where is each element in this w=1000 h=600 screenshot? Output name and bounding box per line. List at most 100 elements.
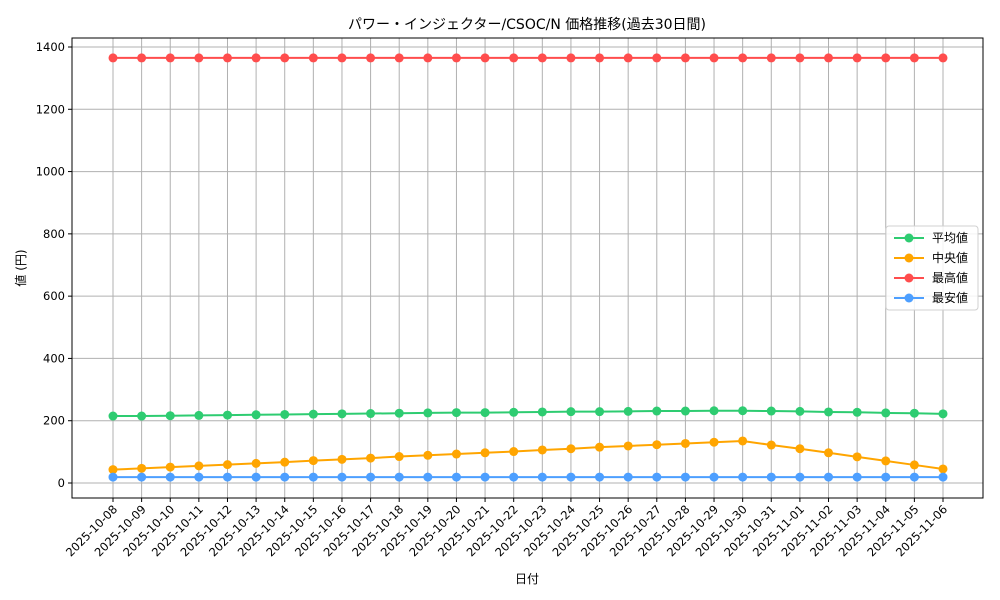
data-point [423,53,433,63]
data-point [337,454,347,464]
data-point [308,53,318,63]
data-point [137,411,147,421]
data-point [451,408,461,418]
data-point [795,472,805,482]
data-point [537,445,547,455]
data-point [652,440,662,450]
data-point [938,53,948,63]
legend-label: 最高値 [932,270,968,285]
data-point [566,444,576,454]
data-point [423,450,433,460]
data-point [738,406,748,416]
data-point [280,53,290,63]
data-point [366,53,376,63]
data-point [194,461,204,471]
data-point [280,457,290,467]
y-tick-label: 800 [43,227,65,241]
data-point [680,406,690,416]
data-point [280,472,290,482]
plot-frame [71,37,984,499]
data-point [451,472,461,482]
data-point [595,472,605,482]
chart-title: パワー・インジェクター/CSOC/N 価格推移(過去30日間) [348,17,706,33]
series-line [113,409,944,418]
y-tick-label: 1000 [36,165,65,179]
data-point [795,53,805,63]
data-point [766,472,776,482]
data-point [451,449,461,459]
data-point [308,472,318,482]
data-point [595,53,605,63]
data-point [566,407,576,417]
y-tick-label: 1400 [36,40,65,54]
data-point [566,472,576,482]
data-point [709,53,719,63]
data-point [165,472,175,482]
data-point [852,472,862,482]
y-tick-label: 600 [43,289,65,303]
data-point [537,472,547,482]
data-point [480,472,490,482]
data-point [165,462,175,472]
data-point [165,411,175,421]
data-point [251,458,261,468]
data-point [394,472,404,482]
data-point [480,53,490,63]
data-point [280,409,290,419]
legend-marker [904,273,914,283]
data-point [938,472,948,482]
data-point [652,406,662,416]
y-tick-label: 400 [43,351,65,365]
data-point [108,53,118,63]
data-point [909,472,919,482]
data-point [709,472,719,482]
data-point [137,463,147,473]
data-point [938,464,948,474]
data-point [394,452,404,462]
data-point [795,444,805,454]
data-point [766,406,776,416]
data-point [194,472,204,482]
data-point [108,411,118,421]
data-point [566,53,576,63]
data-point [137,53,147,63]
data-point [824,53,834,63]
grid-lines [72,38,983,498]
data-point [738,53,748,63]
data-point [194,53,204,63]
data-point [680,472,690,482]
data-point [909,408,919,418]
legend-marker [904,253,914,263]
data-point [738,436,748,446]
data-point [165,53,175,63]
data-point [680,438,690,448]
data-point [366,409,376,419]
data-point [766,440,776,450]
y-axis-ticks: 0 200 400 600 800 1000 1200 1400 [36,40,72,490]
data-point [537,407,547,417]
data-point [337,409,347,419]
data-point [709,406,719,416]
data-point [623,472,633,482]
data-point [537,53,547,63]
data-point [909,53,919,63]
data-point [881,408,891,418]
data-point [108,472,118,482]
data-point [337,472,347,482]
data-point [423,408,433,418]
data-point [423,472,433,482]
data-point [852,452,862,462]
series-line [112,439,944,471]
data-point [652,472,662,482]
data-point [824,407,834,417]
data-point [251,53,261,63]
data-point [795,406,805,416]
data-point [480,448,490,458]
data-point [251,410,261,420]
legend-label: 中央値 [932,250,968,265]
data-point [308,409,318,419]
legend-marker [904,233,914,243]
data-point [108,465,118,475]
